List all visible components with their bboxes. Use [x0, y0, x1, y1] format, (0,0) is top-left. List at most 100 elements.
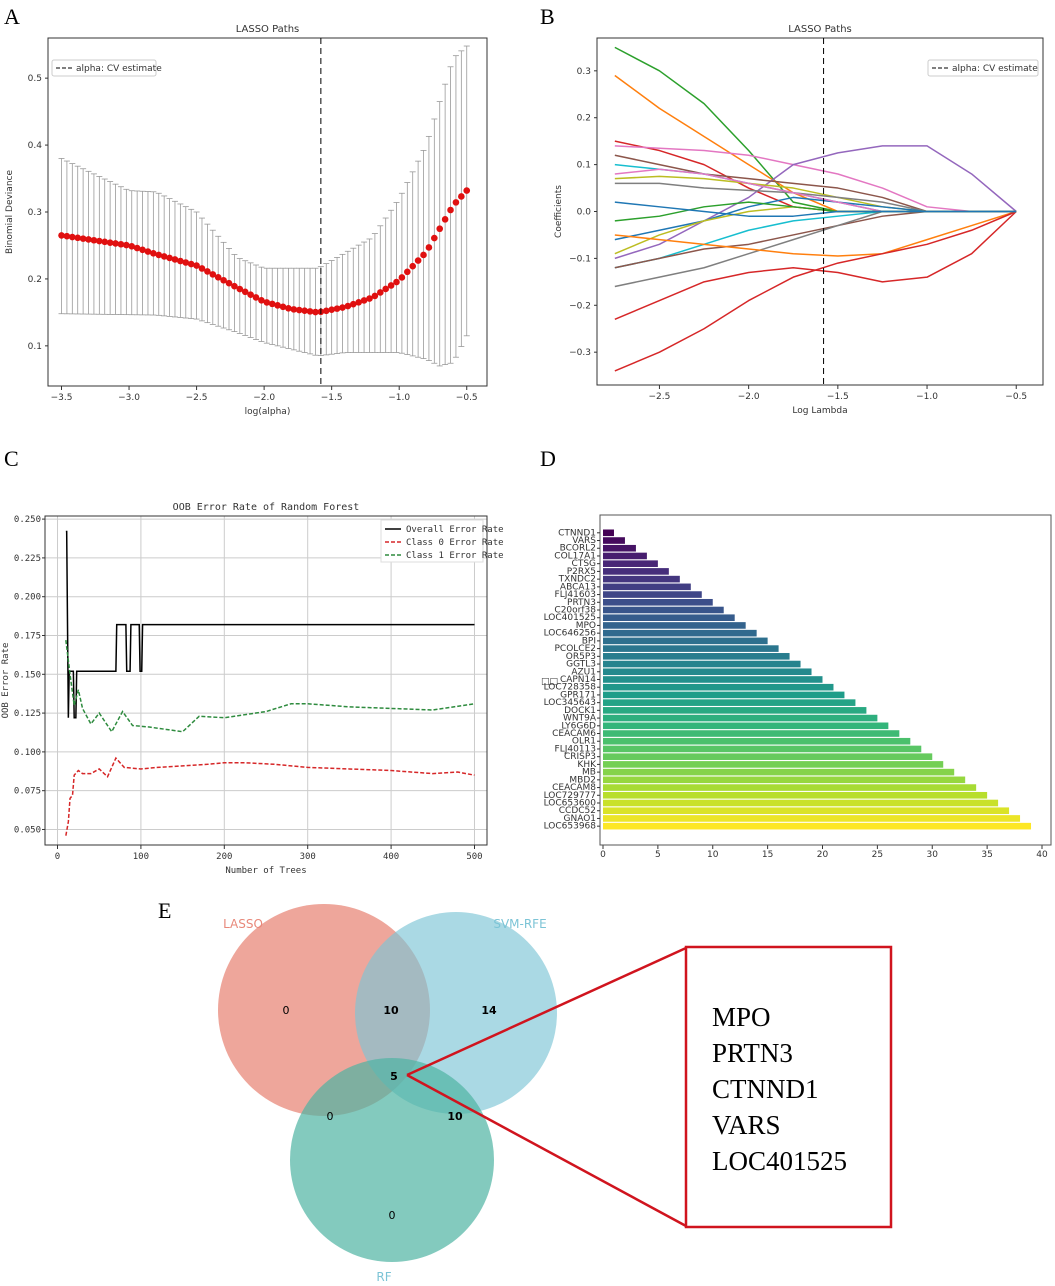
y-tick-label: CCDC52 — [559, 806, 596, 816]
count-lasso-only: 0 — [283, 1004, 290, 1017]
x-tick-label: 10 — [707, 850, 719, 860]
x-tick-label: 20 — [817, 850, 829, 860]
x-tick-label: 5 — [655, 850, 661, 860]
x-tick-label: 100 — [133, 852, 149, 862]
y-tick-label: 0.125 — [14, 709, 41, 719]
mean-point — [214, 274, 222, 281]
coefficient-path — [614, 74, 1017, 213]
mean-point — [155, 251, 163, 259]
y-tick-label: CEACAM8 — [552, 783, 596, 793]
mean-point — [431, 234, 438, 242]
panel-label-c: C — [4, 446, 19, 471]
chart-title: LASSO Paths — [236, 24, 300, 35]
mean-point — [301, 307, 308, 315]
count-svm-rf: 10 — [447, 1110, 463, 1123]
y-tick-label: LOC653968 — [544, 822, 597, 832]
bar — [603, 699, 856, 706]
x-tick-label: −2.5 — [649, 392, 671, 402]
gene-item: CTNND1 — [712, 1074, 819, 1104]
mean-point — [128, 243, 136, 250]
bar — [603, 660, 801, 668]
x-tick-label: 0 — [55, 852, 60, 862]
y-tick-label: 0.5 — [28, 74, 42, 84]
mean-point — [63, 232, 71, 240]
callout-line-top — [406, 946, 687, 1077]
y-tick-label: BCORL2 — [560, 544, 596, 554]
count-lasso-svm: 10 — [383, 1004, 399, 1017]
y-axis-label: OOB Error Rate — [1, 643, 11, 719]
y-tick-label: OR5P3 — [566, 652, 596, 662]
x-tick-label: −2.0 — [738, 392, 760, 402]
y-tick-label: LY6G6D — [561, 721, 596, 731]
y-tick-label: COL17A1 — [554, 551, 596, 561]
plot-frame — [596, 37, 1044, 386]
x-axis-label: log(alpha) — [245, 407, 291, 417]
bar — [603, 799, 999, 807]
mean-point — [106, 239, 114, 246]
mean-point — [247, 291, 254, 298]
mean-point — [393, 278, 400, 286]
mean-point — [414, 257, 422, 264]
bar — [603, 629, 757, 637]
legend-label: Class 0 Error Rate — [406, 538, 504, 548]
bar — [603, 552, 647, 560]
gene-item: LOC401525 — [712, 1146, 847, 1176]
bar — [603, 691, 845, 699]
y-tick-label: WNT9A — [563, 714, 597, 724]
y-tick-label: CAPN14 — [560, 675, 596, 685]
bar — [603, 645, 779, 652]
legend-box — [51, 59, 157, 77]
mean-point — [360, 297, 368, 304]
x-tick-label: 200 — [216, 852, 232, 862]
mean-point — [171, 256, 179, 263]
bar — [603, 730, 900, 737]
coefficient-path — [614, 201, 1017, 217]
venn-label-rf: RF — [376, 1270, 391, 1284]
y-tick-label: MPO — [576, 621, 596, 631]
bar — [603, 614, 735, 622]
y-axis-label: Coefficients — [554, 185, 564, 238]
y-tick-label: DOCK1 — [564, 706, 596, 716]
y-tick-label: AZU1 — [571, 667, 596, 677]
mean-point — [463, 187, 471, 194]
coefficient-path — [614, 140, 1017, 213]
mean-point — [285, 305, 292, 312]
legend-label: alpha: CV estimate — [952, 64, 1038, 74]
mean-point — [220, 276, 227, 284]
mean-point — [398, 274, 406, 281]
mean-point — [268, 300, 276, 308]
mean-point — [96, 237, 103, 245]
mean-point — [241, 288, 249, 296]
mean-point — [69, 233, 76, 241]
mean-point — [344, 302, 352, 310]
chart-b: −2.5 −2.0 −1.5 −1.0 −0.5 −0.3 −0.2 −0.1 0.0 0.1 0.… — [554, 24, 1044, 416]
mean-point — [198, 265, 206, 272]
series-line — [65, 640, 475, 734]
mean-point — [117, 240, 125, 248]
bar — [603, 544, 636, 552]
y-tick-label: P2RX5 — [567, 567, 596, 577]
x-axis-label: Log Lambda — [792, 406, 847, 416]
count-rf-only: 0 — [389, 1209, 396, 1222]
y-tick-label: 0.1 — [28, 342, 42, 352]
bar — [603, 761, 944, 768]
gene-item: VARS — [712, 1110, 781, 1140]
bar — [603, 591, 702, 598]
y-tick-label: CTSG — [572, 559, 596, 569]
x-tick-label: −1.5 — [827, 392, 849, 402]
y-tick-label: FLJ40113 — [555, 744, 596, 754]
mean-point — [187, 260, 195, 268]
count-lasso-rf: 0 — [327, 1110, 334, 1123]
venn-label-svm-rfe: SVM-RFE — [493, 917, 546, 931]
y-tick-label: 0.2 — [28, 275, 42, 285]
bar — [603, 606, 724, 614]
gene-callout-box — [684, 945, 893, 1229]
bar — [603, 768, 955, 776]
mean-point — [263, 299, 271, 306]
y-tick-label: FLJ41603 — [555, 590, 596, 600]
y-tick-label: CRISP3 — [564, 752, 596, 762]
bar — [603, 568, 669, 575]
x-tick-label: 300 — [300, 852, 316, 862]
bar — [603, 753, 933, 760]
x-tick-label: −3.0 — [118, 393, 140, 403]
